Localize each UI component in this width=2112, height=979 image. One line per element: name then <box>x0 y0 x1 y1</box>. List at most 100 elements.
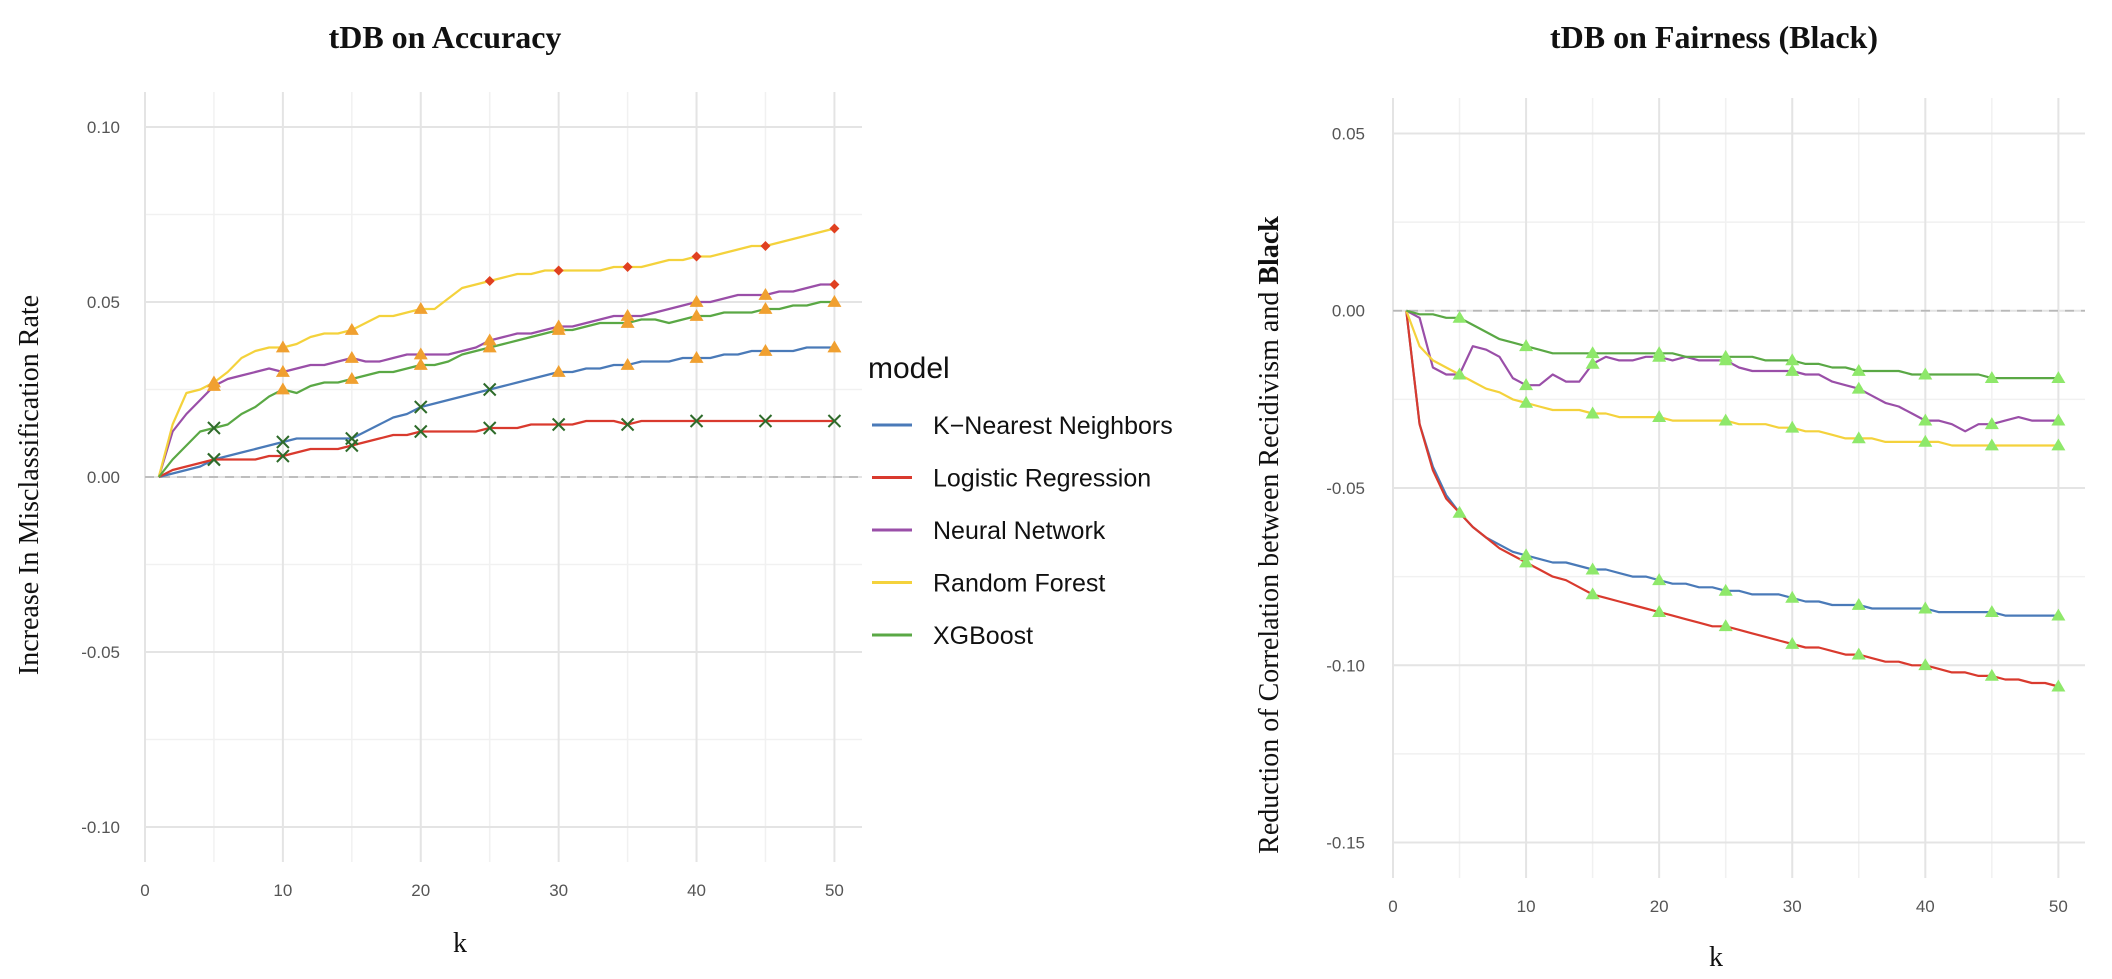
marker-triangle <box>1984 417 1999 430</box>
marker-triangle <box>1785 590 1800 603</box>
marker-triangle <box>344 372 359 384</box>
marker-triangle <box>758 344 773 356</box>
marker-triangle <box>620 358 635 370</box>
series-line-0 <box>158 346 835 479</box>
accuracy-chart: tDB on Accuracy k Increase In Misclassif… <box>14 19 862 959</box>
marker-triangle <box>1785 637 1800 649</box>
marker-triangle <box>2051 438 2066 451</box>
marker-triangle <box>413 347 428 360</box>
x-tick-label: 40 <box>687 881 706 900</box>
series-lines <box>1405 309 2059 688</box>
marker-triangle <box>1652 410 1667 422</box>
marker-cross <box>276 449 290 463</box>
marker-triangle <box>413 358 428 370</box>
marker-cross <box>414 424 428 439</box>
marker-triangle <box>1851 364 1866 376</box>
marker-cross <box>483 382 497 397</box>
marker-triangle <box>689 351 704 363</box>
legend-label: Logistic Regression <box>933 465 1151 493</box>
marker-diamond <box>829 279 840 290</box>
marker-cross <box>207 452 221 467</box>
marker-cross <box>276 435 290 449</box>
marker-triangle <box>1851 647 1866 660</box>
y-axis-label: Increase In Misclassification Rate <box>14 295 45 675</box>
marker-triangle <box>758 288 773 300</box>
marker-triangle <box>1519 339 1534 352</box>
x-tick-label: 50 <box>2049 897 2068 916</box>
marker-diamond <box>484 276 495 286</box>
marker-triangle <box>1452 367 1467 380</box>
marker-triangle <box>2051 608 2066 621</box>
series-line-1 <box>158 419 835 478</box>
marker-triangle <box>413 302 428 314</box>
legend-item: Logistic Regression <box>872 465 1151 493</box>
marker-triangle <box>1918 413 1933 426</box>
x-tick-label: 20 <box>1650 897 1669 916</box>
marker-triangle <box>1918 367 1933 380</box>
marker-cross <box>207 421 221 435</box>
marker-triangle <box>620 309 635 321</box>
marker-cross <box>620 417 635 432</box>
chart-title: tDB on Accuracy <box>329 19 562 55</box>
marker-cross <box>551 417 566 432</box>
series-line-4 <box>1406 309 2059 380</box>
marker-diamond <box>622 262 633 272</box>
marker-triangle <box>1718 349 1733 362</box>
legend-item: Neural Network <box>872 517 1106 545</box>
x-tick-label: 0 <box>1388 897 1397 916</box>
marker-triangle <box>1652 605 1667 617</box>
marker-triangle <box>1585 406 1600 419</box>
marker-triangle <box>344 351 359 363</box>
y-tick-label: -0.10 <box>1326 656 1365 675</box>
marker-triangle <box>827 340 842 353</box>
marker-triangle <box>827 295 842 307</box>
y-tick-label: 0.05 <box>87 293 120 312</box>
legend-label: Random Forest <box>933 570 1105 598</box>
series-markers <box>1452 310 2066 692</box>
x-tick-label: 10 <box>1517 897 1536 916</box>
y-tick-label: 0.10 <box>87 118 120 137</box>
legend-label: Neural Network <box>933 517 1106 545</box>
marker-triangle <box>689 295 704 307</box>
marker-triangle <box>1984 371 1999 383</box>
fairness-chart: tDB on Fairness (Black) k Reduction of C… <box>1254 19 2085 973</box>
marker-triangle <box>1652 346 1667 359</box>
marker-triangle <box>344 323 359 335</box>
marker-triangle <box>1585 356 1600 369</box>
marker-triangle <box>1585 562 1600 575</box>
legend-label: XGBoost <box>933 622 1033 650</box>
marker-cross <box>414 400 428 414</box>
x-tick-label: 50 <box>825 881 844 900</box>
marker-triangle <box>1851 381 1866 394</box>
series-line-0 <box>1405 310 2059 617</box>
marker-cross <box>758 414 773 428</box>
x-tick-label: 0 <box>140 881 149 900</box>
marker-triangle <box>1984 438 1999 451</box>
series-line-3 <box>1405 310 2059 447</box>
grid <box>144 92 862 862</box>
legend-item: Random Forest <box>872 570 1105 598</box>
marker-triangle <box>275 382 290 395</box>
series-line-2 <box>1405 309 2059 433</box>
marker-triangle <box>1918 434 1933 447</box>
grid <box>1392 98 2085 878</box>
y-tick-label: 0.05 <box>1332 124 1365 143</box>
marker-triangle <box>689 309 704 321</box>
y-tick-label: -0.10 <box>81 818 120 837</box>
chart-title: tDB on Fairness (Black) <box>1550 19 1878 55</box>
marker-triangle <box>1452 505 1467 518</box>
x-axis-label: k <box>453 928 467 959</box>
marker-triangle <box>1718 413 1733 426</box>
marker-triangle <box>275 340 290 353</box>
marker-diamond <box>553 265 564 276</box>
marker-triangle <box>206 375 221 388</box>
marker-triangle <box>758 302 773 314</box>
marker-triangle <box>1519 395 1534 408</box>
x-tick-label: 20 <box>411 881 430 900</box>
y-tick-label: 0.00 <box>87 468 120 487</box>
marker-diamond <box>829 223 840 234</box>
y-axis-label: Reduction of Correlation between Recidiv… <box>1254 216 1285 854</box>
marker-triangle <box>1918 658 1933 671</box>
marker-cross <box>827 414 842 428</box>
